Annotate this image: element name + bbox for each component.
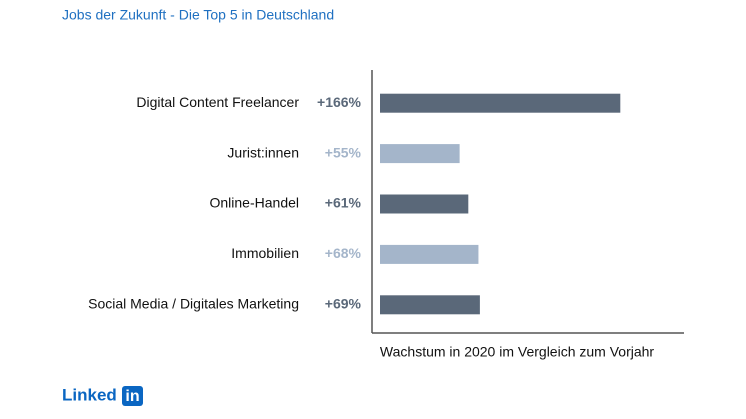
bar [380,194,469,214]
logo-box [122,386,143,406]
category-label: Immobilien [231,245,299,261]
bar [380,295,480,315]
value-label: +61% [325,195,362,211]
bar [380,144,460,164]
value-label: +166% [317,94,362,110]
logo-text: Linked [62,385,117,404]
value-label: +55% [325,144,362,160]
chart-title: Jobs der Zukunft - Die Top 5 in Deutschl… [62,7,334,23]
category-label: Social Media / Digitales Marketing [88,296,299,312]
bar [380,244,479,264]
category-label: Jurist:innen [227,144,299,160]
value-label: +68% [325,245,362,261]
value-label: +69% [325,296,362,312]
logo-box-text: in [125,388,139,405]
x-axis-label: Wachstum in 2020 im Vergleich zum Vorjah… [380,344,654,360]
category-label: Online-Handel [210,195,300,211]
category-label: Digital Content Freelancer [136,94,299,110]
bar [380,93,621,113]
